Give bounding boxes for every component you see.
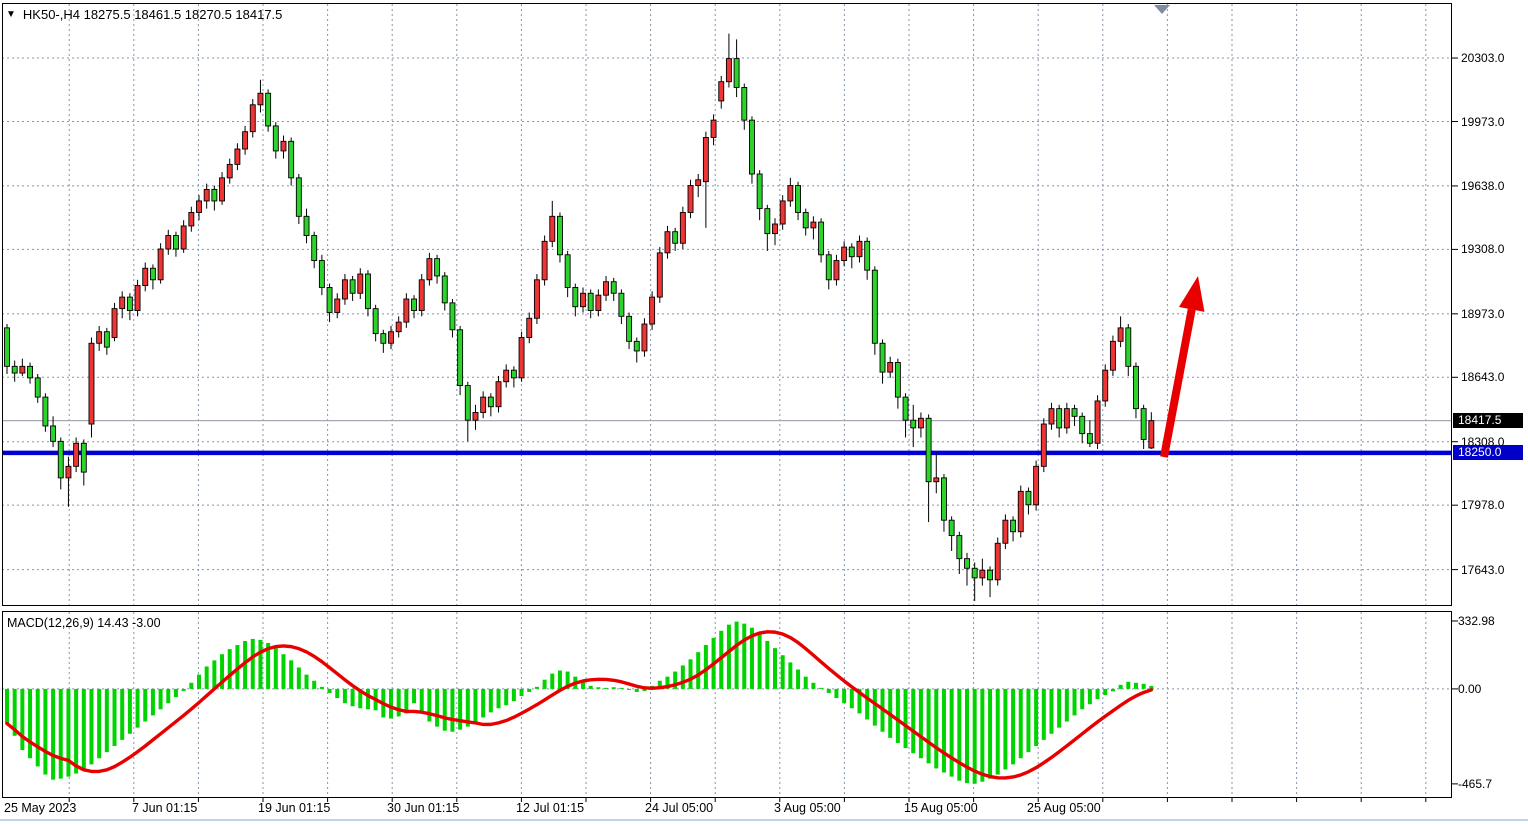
price-tick-label: 17643.0 bbox=[1461, 562, 1505, 577]
time-tick-label: 19 Jun 01:15 bbox=[258, 801, 331, 815]
macd-tick-label: 0.00 bbox=[1458, 681, 1482, 696]
price-axis-ticks bbox=[1452, 57, 1458, 785]
time-axis-ticks bbox=[68, 798, 1427, 802]
time-tick-label: 12 Jul 01:15 bbox=[516, 801, 585, 815]
chart-end-marker-icon bbox=[1154, 5, 1170, 14]
horizontal-gridlines bbox=[2, 57, 1452, 571]
chart-title-row: ▼ HK50-,H4 18275.5 18461.5 18270.5 18417… bbox=[6, 7, 282, 22]
trend-arrow-annotation[interactable] bbox=[1160, 276, 1205, 458]
time-tick-label: 15 Aug 05:00 bbox=[904, 801, 978, 815]
price-tick-label: 18308.0 bbox=[1461, 434, 1505, 449]
hline-price-label[interactable]: 18250.0 bbox=[1453, 445, 1523, 461]
price-tick-label: 19308.0 bbox=[1461, 242, 1505, 257]
candles-layer bbox=[4, 33, 1155, 601]
macd-pane-border bbox=[2, 611, 1452, 798]
price-tick-label: 20303.0 bbox=[1461, 51, 1505, 66]
macd-histogram bbox=[5, 621, 1154, 784]
price-tick-label: 18643.0 bbox=[1461, 370, 1505, 385]
price-tick-label: 19973.0 bbox=[1461, 114, 1505, 129]
price-tick-label: 17978.0 bbox=[1461, 498, 1505, 513]
macd-signal-line bbox=[5, 630, 1154, 780]
price-tick-label: 19638.0 bbox=[1461, 178, 1505, 193]
macd-indicator-label: MACD(12,26,9) 14.43 -3.00 bbox=[7, 616, 161, 630]
time-tick-label: 30 Jun 01:15 bbox=[387, 801, 460, 815]
time-tick-label: 25 May 2023 bbox=[4, 801, 77, 815]
macd-tick-label: 332.98 bbox=[1458, 613, 1495, 628]
time-tick-label: 24 Jul 05:00 bbox=[645, 801, 714, 815]
window-edge bbox=[0, 819, 1528, 821]
time-tick-label: 3 Aug 05:00 bbox=[774, 801, 841, 815]
time-tick-label: 25 Aug 05:00 bbox=[1027, 801, 1101, 815]
main-pane-border bbox=[2, 3, 1452, 606]
price-tick-label: 18973.0 bbox=[1461, 306, 1505, 321]
symbol-dropdown-icon[interactable]: ▼ bbox=[6, 8, 16, 20]
time-tick-label: 7 Jun 01:15 bbox=[132, 801, 198, 815]
bid-price-label: 18417.5 bbox=[1453, 413, 1523, 429]
macd-tick-label: -465.7 bbox=[1458, 776, 1493, 791]
chart-title: HK50-,H4 18275.5 18461.5 18270.5 18417.5 bbox=[22, 7, 283, 22]
